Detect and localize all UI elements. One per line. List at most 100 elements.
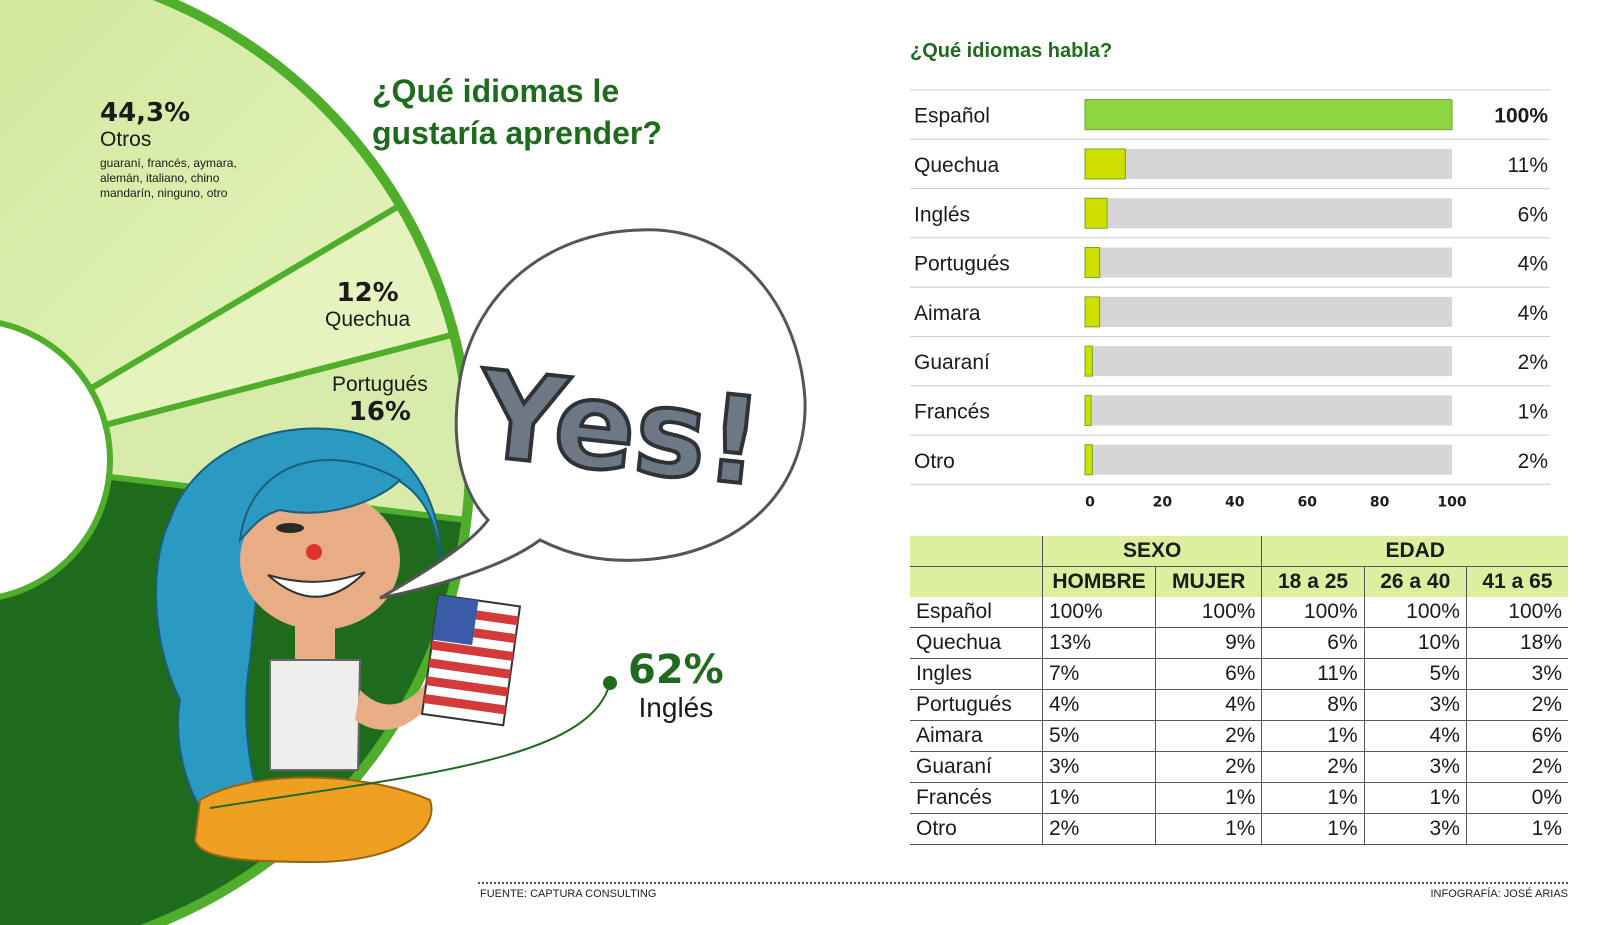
x-tick-label: 80 bbox=[1370, 494, 1390, 510]
girl-illustration bbox=[155, 427, 522, 864]
bar-category-label: Otro bbox=[914, 450, 955, 473]
girl-top bbox=[269, 659, 362, 771]
table-row: Español 100% 100% 100% 100% 100% bbox=[910, 597, 1568, 628]
portugues-pct: 16% bbox=[348, 397, 411, 427]
bar-track bbox=[1085, 346, 1452, 377]
bar-portugués bbox=[1084, 247, 1101, 279]
row-label: Ingles bbox=[910, 658, 1043, 690]
row-label: Francés bbox=[910, 782, 1043, 814]
cell-value: 3% bbox=[1465, 658, 1568, 690]
girl-smile bbox=[267, 571, 366, 598]
bar-category-label: Aimara bbox=[914, 302, 981, 325]
bar-track bbox=[1085, 198, 1452, 229]
cell-value: 8% bbox=[1261, 689, 1365, 721]
col-header-hombre: HOMBRE bbox=[1042, 566, 1156, 597]
table-row: Francés 1% 1% 1% 1% 0% bbox=[910, 782, 1568, 814]
bar-track bbox=[1085, 395, 1452, 426]
col-header-18-25: 18 a 25 bbox=[1261, 566, 1365, 597]
x-tick-label: 20 bbox=[1153, 494, 1173, 510]
otros-pct: 44,3% bbox=[100, 98, 191, 128]
cell-value: 1% bbox=[1154, 813, 1262, 845]
girl-nose bbox=[306, 544, 322, 560]
cell-value: 3% bbox=[1363, 689, 1467, 721]
x-tick-label: 0 bbox=[1085, 494, 1095, 510]
cell-value: 18% bbox=[1465, 627, 1568, 659]
group-header-sexo: SEXO bbox=[1041, 536, 1262, 567]
crosstab-table: SEXO EDAD HOMBRE MUJER 18 a 25 26 a 40 4… bbox=[910, 536, 1568, 845]
cell-value: 2% bbox=[1261, 751, 1365, 783]
cell-value: 9% bbox=[1154, 627, 1262, 659]
row-label: Otro bbox=[910, 813, 1043, 845]
bar-value-label: 100% bbox=[1494, 105, 1548, 128]
cell-value: 7% bbox=[1042, 658, 1156, 690]
cell-value: 1% bbox=[1154, 782, 1262, 814]
bar-inglés bbox=[1084, 197, 1108, 229]
x-tick-label: 40 bbox=[1225, 494, 1245, 510]
cell-value: 4% bbox=[1363, 720, 1467, 752]
table-corner bbox=[910, 536, 1043, 567]
bar-value-label: 11% bbox=[1508, 154, 1548, 177]
row-label: Español bbox=[910, 597, 1043, 628]
slice-label-portugues: Portugués 16% bbox=[332, 373, 428, 427]
cell-value: 4% bbox=[1154, 689, 1262, 721]
cell-value: 2% bbox=[1042, 813, 1156, 845]
quechua-name: Quechua bbox=[325, 308, 411, 331]
cell-value: 3% bbox=[1363, 751, 1467, 783]
ingles-callout-dot bbox=[603, 676, 617, 690]
row-label: Quechua bbox=[910, 627, 1043, 659]
cell-value: 100% bbox=[1363, 597, 1467, 628]
bar-chart: Español 100% Quechua 11% Inglés 6% Portugués 4%… bbox=[910, 89, 1550, 510]
girl-pants bbox=[193, 776, 433, 864]
bar-category-label: Quechua bbox=[914, 154, 1000, 177]
donut-chart: Yes! bbox=[0, 0, 807, 925]
bars-title: ¿Qué idiomas habla? bbox=[910, 40, 1113, 62]
bar-track bbox=[1085, 247, 1452, 278]
bar-aimara bbox=[1084, 296, 1101, 328]
donut-title: ¿Qué idiomas le gustaría aprender? bbox=[372, 73, 662, 151]
table-row: Otro 2% 1% 1% 3% 1% bbox=[910, 813, 1568, 845]
slice-label-otros: 44,3% Otros guaraní, francés, aymara, al… bbox=[100, 98, 240, 201]
cell-value: 3% bbox=[1363, 813, 1467, 845]
girl-neck bbox=[295, 620, 335, 660]
speech-bubble bbox=[379, 228, 807, 600]
cell-value: 1% bbox=[1363, 782, 1467, 814]
ingles-callout-line bbox=[209, 682, 611, 809]
cell-value: 100% bbox=[1042, 597, 1156, 628]
bar-otro bbox=[1084, 444, 1093, 476]
bar-quechua bbox=[1084, 148, 1126, 180]
cell-value: 100% bbox=[1261, 597, 1365, 628]
col-header-41-65: 41 a 65 bbox=[1465, 566, 1568, 597]
table-row: Ingles 7% 6% 11% 5% 3% bbox=[910, 658, 1568, 690]
cell-value: 100% bbox=[1154, 597, 1262, 628]
cell-value: 10% bbox=[1363, 627, 1467, 659]
cell-value: 2% bbox=[1465, 689, 1568, 721]
bar-value-label: 2% bbox=[1518, 351, 1548, 374]
footer-divider bbox=[478, 882, 1568, 884]
slice-label-quechua: 12% Quechua bbox=[325, 278, 410, 332]
cell-value: 2% bbox=[1154, 720, 1262, 752]
girl-arm bbox=[355, 660, 452, 730]
bar-value-label: 6% bbox=[1518, 203, 1548, 226]
flag-book-icon bbox=[420, 593, 522, 727]
bar-category-label: Portugués bbox=[914, 253, 1010, 276]
cell-value: 2% bbox=[1154, 751, 1262, 783]
bar-value-label: 2% bbox=[1518, 450, 1548, 473]
cell-value: 6% bbox=[1465, 720, 1568, 752]
bar-guaraní bbox=[1084, 345, 1093, 377]
cell-value: 100% bbox=[1465, 597, 1568, 628]
group-header-edad: EDAD bbox=[1261, 536, 1568, 567]
bar-track bbox=[1085, 444, 1452, 475]
bar-category-label: Español bbox=[914, 105, 990, 128]
cell-value: 13% bbox=[1042, 627, 1156, 659]
cell-value: 6% bbox=[1261, 627, 1365, 659]
bar-category-label: Francés bbox=[914, 400, 990, 423]
col-header-26-40: 26 a 40 bbox=[1363, 566, 1467, 597]
bar-value-label: 4% bbox=[1518, 302, 1548, 325]
table-row: Portugués 4% 4% 8% 3% 2% bbox=[910, 689, 1568, 721]
girl-eye bbox=[276, 523, 304, 533]
table-row: Quechua 13% 9% 6% 10% 18% bbox=[910, 627, 1568, 659]
table-row: Aimara 5% 2% 1% 4% 6% bbox=[910, 720, 1568, 752]
cell-value: 1% bbox=[1261, 782, 1365, 814]
girl-hair-fringe bbox=[238, 459, 402, 543]
bar-track bbox=[1085, 296, 1452, 327]
